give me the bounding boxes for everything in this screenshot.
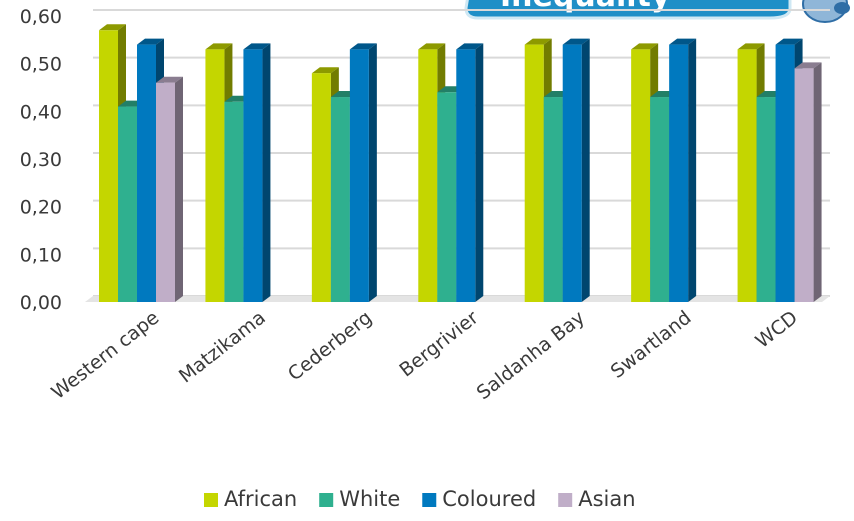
y-tick-label: 0,40 [20, 101, 62, 123]
legend-item-asian: Asian [558, 487, 636, 511]
bar-coloured [562, 38, 590, 302]
bar-coloured [243, 43, 271, 302]
category-label: Bergrivier [395, 306, 482, 381]
y-tick-label: 0,10 [20, 244, 62, 266]
legend-label: White [339, 487, 400, 511]
legend: African White Coloured Asian [204, 487, 636, 511]
category-label: Swartland [607, 307, 696, 383]
legend-swatch [558, 493, 573, 507]
bar-asian [156, 76, 183, 302]
legend-label: Coloured [442, 487, 536, 511]
banner-title: Inequality [500, 0, 671, 14]
legend-swatch [422, 493, 437, 507]
legend-item-coloured: Coloured [422, 487, 536, 511]
bar-coloured [669, 38, 697, 302]
category-label: WCD [752, 307, 802, 353]
category-label: Saldanha Bay [473, 307, 589, 405]
y-tick-label: 0,60 [20, 6, 62, 28]
y-tick-label: 0,50 [20, 54, 62, 76]
bar-coloured [456, 43, 484, 302]
legend-label: Asian [578, 487, 635, 511]
y-axis-tick-labels: 0,00 0,10 0,20 0,30 0,40 0,50 0,60 [20, 6, 62, 314]
legend-item-african: African [204, 487, 297, 511]
bar-coloured [349, 43, 377, 302]
y-tick-label: 0,20 [20, 197, 62, 219]
legend-swatch [319, 493, 334, 507]
legend-swatch [204, 493, 218, 507]
bar-asian [794, 62, 822, 302]
legend-item-white: White [319, 487, 400, 511]
bars [99, 24, 822, 303]
y-tick-label: 0,30 [20, 149, 62, 171]
category-label: Cederberg [284, 307, 376, 386]
category-label: Western cape [47, 307, 163, 404]
y-tick-label: 0,00 [20, 292, 62, 314]
legend-label: African [224, 487, 297, 511]
x-axis-category-labels: Western cape Matzikama Cederberg Bergrivier… [47, 306, 801, 404]
category-label: Matzikama [175, 307, 270, 388]
